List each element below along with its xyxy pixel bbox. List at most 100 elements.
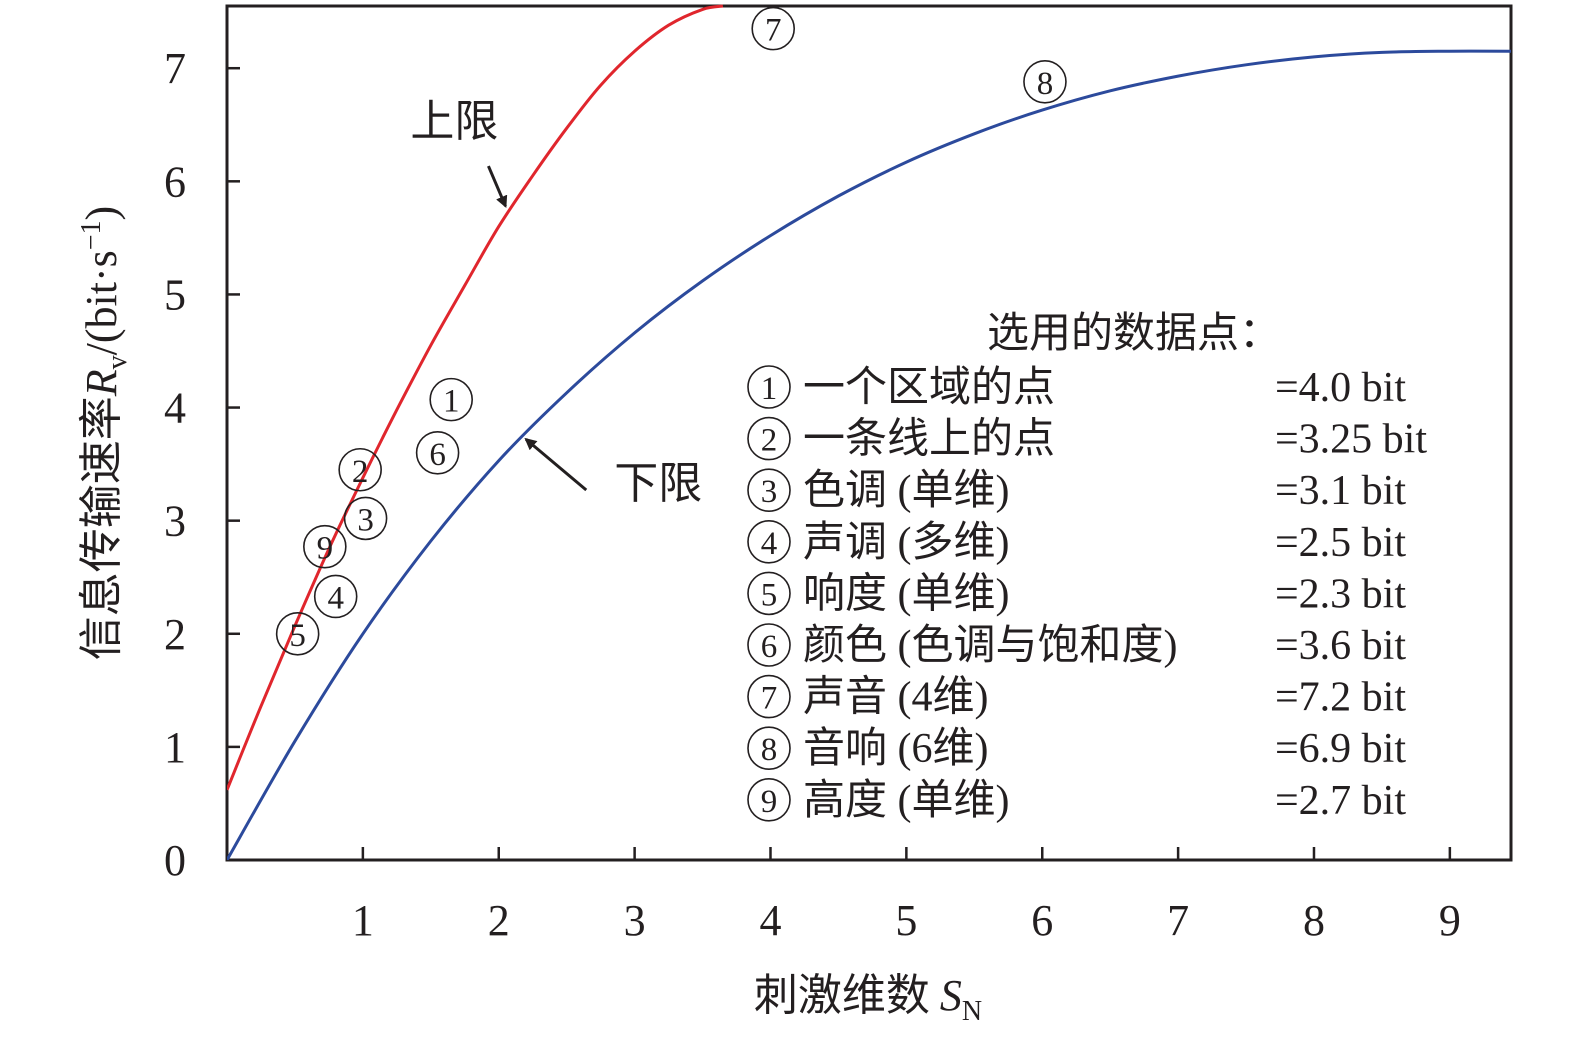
legend-item-label: 音响 (6维)	[803, 725, 988, 772]
data-point-ring	[338, 447, 382, 492]
legend-item-label: 色调 (单维)	[803, 468, 1009, 514]
legend-marker: 5	[761, 577, 778, 613]
y-tick-label: 7	[164, 44, 186, 93]
x-tick-label: 5	[895, 896, 917, 945]
upper-limit-label: 上限	[410, 97, 498, 146]
legend-marker-ring	[747, 623, 791, 667]
legend-item-value: =4.0 bit	[1275, 365, 1406, 411]
legend-item-value: =7.2 bit	[1275, 675, 1406, 721]
x-tick-label: 3	[624, 896, 646, 945]
y-tick-label: 5	[164, 270, 186, 319]
plot-frame	[225, 4, 1513, 862]
legend-item: 3 色调 (单维) =3.1 bit	[747, 468, 1406, 514]
legend-marker-ring	[747, 468, 791, 513]
data-point-label: 8	[1037, 66, 1054, 102]
legend-item-value: =3.1 bit	[1275, 468, 1406, 514]
lower-limit-arrow	[524, 437, 588, 492]
x-tick-label: 4	[759, 896, 781, 945]
data-point: 1	[429, 377, 473, 422]
y-axis-ticks: 0 1 2 3 4 5 6 7	[164, 44, 240, 885]
data-point: 3	[343, 496, 388, 541]
x-axis-title-var: S	[940, 971, 962, 1020]
legend-marker-ring	[747, 416, 791, 461]
data-point-ring	[1023, 59, 1067, 104]
legend-item-value: =6.9 bit	[1275, 726, 1406, 772]
y-tick-label: 6	[164, 157, 186, 206]
legend-marker: 8	[761, 732, 778, 768]
data-point-label: 7	[765, 13, 782, 49]
legend-item-value: =2.3 bit	[1275, 571, 1406, 617]
data-point-ring	[303, 524, 347, 569]
legend-item: 7 声音 (4维) =7.2 bit	[747, 674, 1406, 721]
data-point-label: 2	[352, 454, 369, 490]
legend-item: 5 响度 (单维) =2.3 bit	[747, 571, 1406, 617]
legend-item-value: =2.7 bit	[1275, 778, 1406, 824]
data-point-label: 5	[289, 618, 306, 654]
x-tick-label: 2	[488, 896, 510, 945]
legend-marker-ring	[747, 777, 791, 822]
data-point: 8	[1023, 59, 1067, 104]
y-tick-label: 1	[164, 723, 186, 772]
data-point: 9	[303, 524, 347, 569]
y-axis-title-unit: /(bit·s	[77, 250, 126, 355]
data-point-ring	[429, 377, 473, 422]
legend-marker: 7	[761, 681, 778, 717]
legend-item-value: =3.6 bit	[1275, 623, 1406, 669]
legend-item: 1 一个区域的点 =4.0 bit	[747, 365, 1406, 411]
legend-marker: 1	[761, 371, 778, 407]
lower-limit-curve	[227, 49, 1511, 860]
legend-item-label: 声音 (4维)	[803, 674, 988, 721]
y-axis-title-sub: v	[102, 355, 133, 369]
x-axis-title-sub: N	[962, 996, 982, 1027]
data-point-ring	[415, 430, 460, 475]
legend-marker: 4	[761, 526, 778, 562]
legend-item: 4 声调 (多维) =2.5 bit	[747, 519, 1406, 566]
data-point-label: 6	[429, 437, 446, 473]
legend-marker-ring	[747, 519, 791, 564]
x-tick-label: 6	[1031, 896, 1053, 945]
y-axis-title-var: R	[77, 369, 126, 397]
legend-items: 1 一个区域的点 =4.0 bit 2 一条线上的点 =3.25 bit 3 色调 (单维) =…	[747, 365, 1427, 824]
legend-item-value: =3.25 bit	[1275, 417, 1427, 463]
legend-title: 选用的数据点：	[987, 311, 1281, 357]
legend: 选用的数据点： 1 一个区域的点 =4.0 bit 2 一条线上的点 =3.25 bit 3…	[747, 311, 1427, 824]
legend-item: 2 一条线上的点 =3.25 bit	[747, 416, 1427, 463]
legend-marker-ring	[747, 726, 791, 771]
x-axis-title: 刺激维数 SN	[754, 971, 982, 1027]
legend-marker: 6	[761, 629, 778, 665]
y-tick-label: 3	[164, 497, 186, 546]
legend-marker-ring	[747, 571, 791, 616]
x-tick-label: 9	[1439, 896, 1461, 945]
legend-item-label: 一个区域的点	[803, 365, 1055, 411]
legend-item-label: 响度 (单维)	[803, 571, 1009, 617]
data-point-ring	[313, 574, 358, 619]
legend-marker: 3	[761, 474, 778, 510]
legend-marker: 2	[761, 423, 778, 459]
data-point-label: 3	[357, 502, 374, 538]
data-point: 4	[313, 574, 358, 619]
legend-item-label: 声调 (多维)	[803, 520, 1009, 566]
data-point-label: 1	[443, 384, 460, 420]
data-point: 5	[275, 611, 320, 656]
upper-limit-curve	[227, 4, 724, 791]
legend-item: 9 高度 (单维) =2.7 bit	[747, 777, 1406, 824]
legend-item: 8 音响 (6维) =6.9 bit	[747, 725, 1406, 772]
data-point-ring	[751, 6, 796, 51]
lower-limit-label: 下限	[614, 459, 702, 508]
data-point: 2	[338, 447, 382, 492]
legend-item-label: 高度 (单维)	[803, 778, 1009, 824]
x-tick-label: 8	[1303, 896, 1325, 945]
data-point-label: 4	[327, 580, 344, 616]
y-axis-title: 信息传输速率Rv/(bit·s−1)	[76, 206, 133, 660]
upper-limit-arrow	[487, 165, 508, 209]
legend-marker-ring	[747, 365, 791, 409]
x-tick-label: 1	[352, 896, 374, 945]
x-tick-label: 7	[1167, 896, 1189, 945]
x-axis-ticks: 1 2 3 4 5 6 7 8 9	[352, 847, 1461, 945]
legend-marker: 9	[761, 784, 778, 820]
legend-item: 6 颜色 (色调与饱和度) =3.6 bit	[747, 623, 1406, 669]
x-axis-title-text: 刺激维数	[754, 971, 930, 1020]
